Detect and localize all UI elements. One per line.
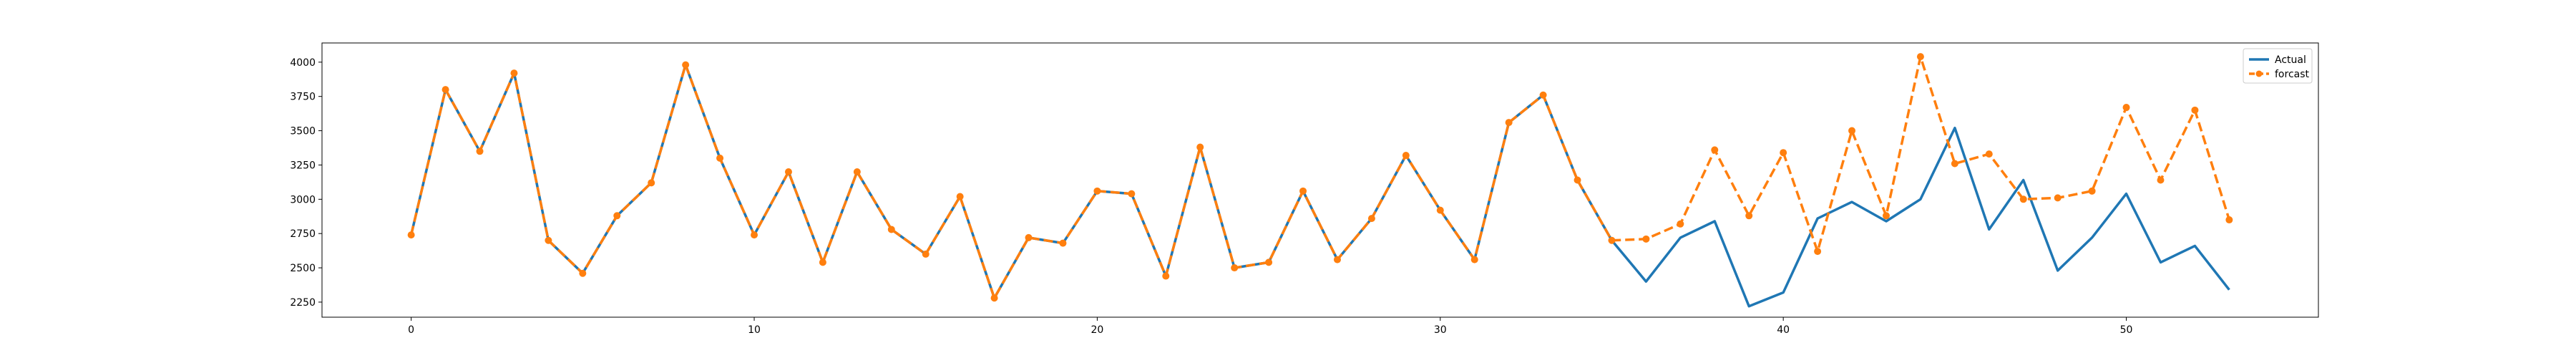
x-tick-label: 40 <box>1777 324 1790 336</box>
data-point <box>1951 160 1958 168</box>
data-point <box>1162 272 1170 280</box>
data-point <box>510 69 518 77</box>
data-point <box>887 226 895 233</box>
data-point <box>1780 149 1787 157</box>
y-tick-label: 4000 <box>290 57 316 69</box>
data-point <box>2157 176 2165 184</box>
y-tick-label: 2500 <box>290 263 316 274</box>
data-point <box>1574 176 1581 184</box>
y-tick-label: 2250 <box>290 297 316 309</box>
data-point <box>922 250 930 258</box>
legend-label: forcast <box>2275 69 2310 80</box>
data-point <box>1299 187 1307 195</box>
data-point <box>1539 91 1547 99</box>
data-point <box>1916 53 1924 61</box>
data-point <box>1985 150 1993 158</box>
data-point <box>2054 194 2062 202</box>
data-point <box>1265 258 1273 266</box>
y-tick-label: 3000 <box>290 194 316 205</box>
legend-label: Actual <box>2275 54 2306 66</box>
data-point <box>1814 248 1822 256</box>
series-line-actual <box>409 63 2230 308</box>
y-tick-label: 2750 <box>290 228 316 240</box>
data-point <box>682 61 690 69</box>
data-point <box>1059 239 1067 247</box>
series-layer <box>407 53 2233 308</box>
data-point <box>1882 212 1890 220</box>
data-point <box>1677 220 1684 228</box>
data-point <box>1128 190 1136 198</box>
data-point <box>1711 146 1719 154</box>
data-point <box>751 231 758 239</box>
y-tick-label: 3750 <box>290 92 316 103</box>
series-line-forcast <box>409 55 2231 299</box>
data-point <box>2019 195 2027 203</box>
data-point <box>990 294 998 302</box>
data-point <box>476 147 484 155</box>
data-point <box>1402 152 1410 160</box>
x-tick-label: 50 <box>2120 324 2133 336</box>
data-point <box>2122 104 2130 112</box>
data-point <box>819 258 826 266</box>
data-point <box>407 231 415 239</box>
y-tick-label: 3500 <box>290 126 316 137</box>
data-point <box>853 168 861 176</box>
x-tick-label: 30 <box>1434 324 1447 336</box>
data-point <box>1642 235 1650 243</box>
data-point <box>1025 233 1033 241</box>
data-point <box>1505 119 1513 127</box>
data-point <box>2088 187 2096 195</box>
x-tick-label: 10 <box>748 324 761 336</box>
data-point <box>1436 206 1444 214</box>
data-point <box>1093 187 1101 195</box>
data-point <box>648 179 655 187</box>
x-axis: 0 10 20 30 40 50 <box>408 317 2132 336</box>
data-point <box>1470 256 1478 263</box>
data-point <box>1333 256 1341 263</box>
data-point <box>613 212 621 220</box>
axes-frame <box>321 42 2319 318</box>
data-point <box>1608 236 1616 244</box>
data-point <box>545 236 552 244</box>
data-point <box>1745 212 1753 220</box>
legend-marker <box>2255 70 2263 77</box>
y-tick-label: 3250 <box>290 160 316 171</box>
data-point <box>784 168 792 176</box>
data-point <box>716 154 724 162</box>
data-point <box>2191 106 2199 114</box>
x-tick-label: 20 <box>1091 324 1103 336</box>
data-point <box>579 269 587 277</box>
data-point <box>441 86 449 94</box>
data-point <box>1367 215 1375 223</box>
data-point <box>1231 264 1239 272</box>
y-axis: 2250 2500 2750 3000 3250 3500 3750 4000 <box>290 57 322 309</box>
data-point <box>956 193 964 200</box>
data-point <box>2225 216 2233 224</box>
legend: Actual forcast <box>2243 48 2313 84</box>
data-point <box>1196 143 1204 151</box>
x-tick-label: 0 <box>408 324 414 336</box>
data-point <box>1848 127 1856 135</box>
